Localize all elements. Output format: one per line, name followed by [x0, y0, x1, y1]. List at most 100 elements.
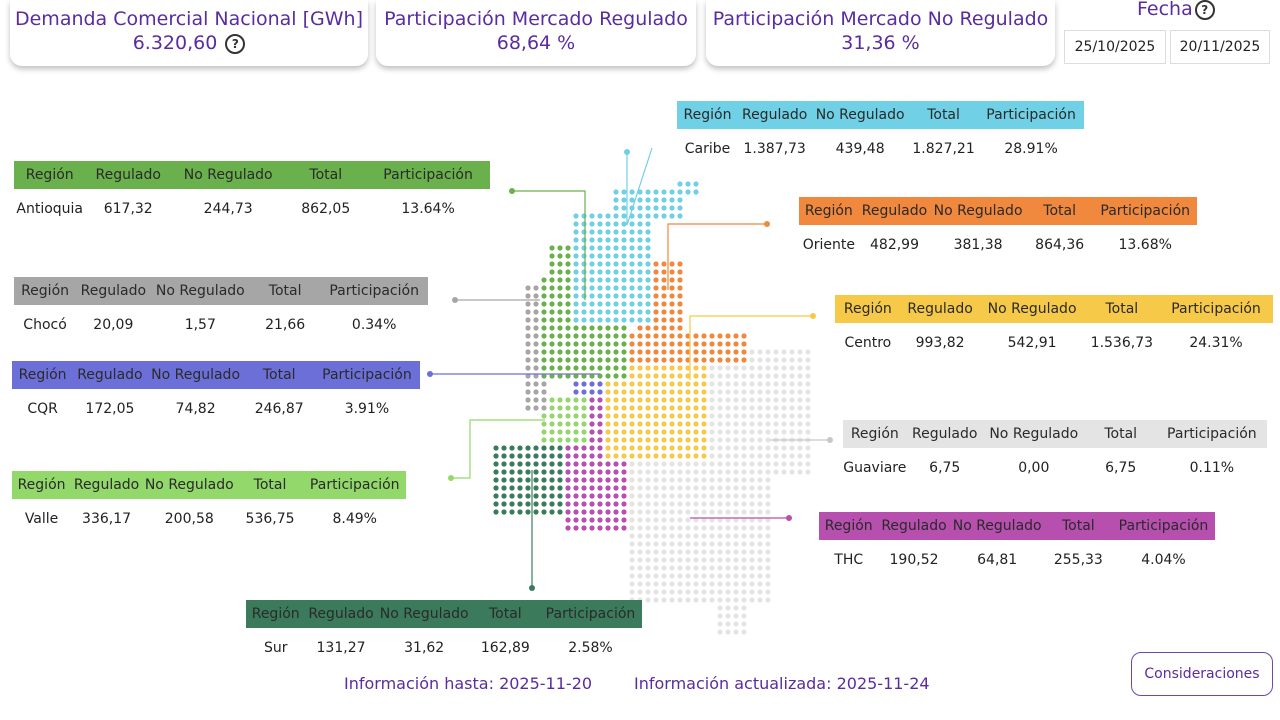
map-dot	[557, 349, 563, 355]
map-dot	[637, 197, 643, 203]
map-dot	[549, 509, 555, 515]
map-dot	[533, 317, 539, 323]
map-dot	[621, 365, 627, 371]
map-dot	[717, 589, 723, 595]
map-dot	[621, 469, 627, 475]
map-dot	[581, 381, 587, 387]
map-dot	[605, 333, 611, 339]
map-dot	[677, 333, 683, 339]
table-cell: 8.49%	[332, 511, 377, 527]
map-dot	[613, 509, 619, 515]
map-dot	[805, 405, 811, 411]
map-dot	[669, 341, 675, 347]
map-dot	[573, 357, 579, 363]
map-dot	[509, 469, 515, 475]
map-dot	[573, 229, 579, 235]
map-dot	[725, 573, 731, 579]
map-dot	[733, 453, 739, 459]
map-dot	[597, 413, 603, 419]
map-dot	[541, 365, 547, 371]
connector-dot	[764, 221, 770, 227]
table-header: Región Regulado No Regulado Total Participac…	[819, 512, 1215, 540]
table-cell: Antioquia	[16, 201, 83, 217]
map-dot	[653, 533, 659, 539]
map-dot	[549, 493, 555, 499]
map-dot	[677, 589, 683, 595]
table-cell: 131,27	[316, 640, 366, 656]
map-dot	[509, 461, 515, 467]
map-dot	[653, 461, 659, 467]
map-dot	[549, 269, 555, 275]
map-dot	[645, 445, 651, 451]
map-dot	[557, 453, 563, 459]
help-icon[interactable]: ?	[1194, 0, 1215, 20]
map-dot	[789, 389, 795, 395]
map-dot	[709, 389, 715, 395]
considerations-button[interactable]: Consideraciones	[1131, 652, 1273, 696]
map-dot	[749, 445, 755, 451]
map-dot	[549, 333, 555, 339]
map-dot	[661, 277, 667, 283]
map-dot	[557, 413, 563, 419]
map-dot	[645, 205, 651, 211]
map-dot	[749, 485, 755, 491]
map-dot	[525, 501, 531, 507]
map-dot	[805, 429, 811, 435]
date-start[interactable]: 25/10/2025	[1064, 30, 1166, 64]
map-dot	[677, 565, 683, 571]
map-dot	[709, 549, 715, 555]
map-dot	[685, 405, 691, 411]
map-dot	[517, 477, 523, 483]
map-dot	[629, 445, 635, 451]
map-dot	[741, 509, 747, 515]
map-dot	[645, 261, 651, 267]
map-dot	[725, 581, 731, 587]
map-dot	[701, 461, 707, 467]
map-dot	[645, 301, 651, 307]
map-dot	[589, 501, 595, 507]
map-dot	[661, 565, 667, 571]
table-row: Caribe 1.387,73 439,48 1.827,21 28.91%	[677, 135, 1084, 163]
map-dot	[589, 445, 595, 451]
map-dot	[749, 565, 755, 571]
map-dot	[629, 389, 635, 395]
map-dot	[757, 525, 763, 531]
map-dot	[597, 333, 603, 339]
map-dot	[605, 509, 611, 515]
map-dot	[573, 485, 579, 491]
map-dot	[621, 389, 627, 395]
map-dot	[765, 509, 771, 515]
map-dot	[757, 557, 763, 563]
map-dot	[693, 581, 699, 587]
map-dot	[709, 429, 715, 435]
table-cell: 542,91	[1007, 335, 1057, 351]
map-dot	[669, 389, 675, 395]
map-dot	[653, 389, 659, 395]
map-dot	[541, 437, 547, 443]
map-dot	[629, 349, 635, 355]
map-dot	[597, 317, 603, 323]
map-dot	[501, 493, 507, 499]
date-end[interactable]: 20/11/2025	[1170, 30, 1270, 64]
map-dot	[749, 461, 755, 467]
map-dot	[693, 349, 699, 355]
table-row: Valle 336,17 200,58 536,75 8.49%	[12, 505, 406, 533]
map-dot	[645, 349, 651, 355]
map-dot	[597, 357, 603, 363]
map-dot	[733, 533, 739, 539]
map-dot	[645, 501, 651, 507]
connector-line	[626, 147, 653, 226]
header-cell: Región	[21, 283, 70, 299]
map-dot	[733, 357, 739, 363]
map-dot	[493, 461, 499, 467]
region-table: Región Regulado No Regulado Total Participac…	[14, 277, 428, 339]
map-dot	[589, 349, 595, 355]
map-dot	[701, 437, 707, 443]
help-icon[interactable]: ?	[225, 33, 246, 54]
map-dot	[741, 469, 747, 475]
map-dot	[733, 341, 739, 347]
table-cell: 13.68%	[1118, 237, 1172, 253]
map-dot	[533, 445, 539, 451]
map-dot	[749, 429, 755, 435]
map-dot	[773, 445, 779, 451]
